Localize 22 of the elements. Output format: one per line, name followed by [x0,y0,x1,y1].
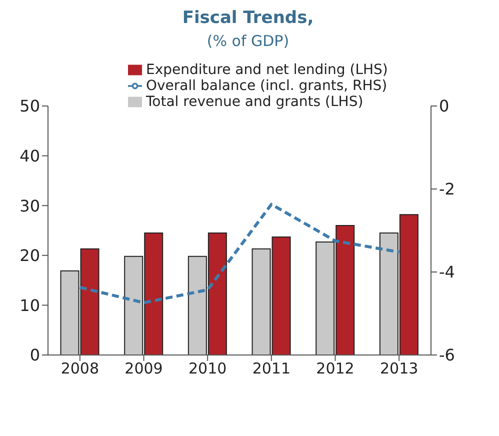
x-tick-label: 2013 [380,360,418,378]
x-tick-label: 2008 [60,360,100,378]
y-tick-label: 10 [20,296,40,315]
y-tick-label: 0 [30,346,40,365]
y-tick-label: 40 [20,146,40,166]
y2-tick-label: 0 [439,96,450,116]
x-tick-label: 2011 [252,360,291,378]
y2-tick-label: -6 [439,346,455,365]
chart-title: Fiscal Trends, [181,8,315,28]
line-series [78,202,401,304]
x-tick-label: 2009 [124,360,163,378]
y-tick-label: 30 [20,196,40,216]
y-tick-label: 20 [20,246,40,266]
y2-tick-label: -2 [439,180,455,199]
x-tick-label: 2012 [316,360,354,378]
legend-label: Expenditure and net lending (LHS) [146,62,388,78]
legend-label: Overall balance (incl. grants, RHS) [146,78,388,94]
legend-label: Total revenue and grants (LHS) [146,94,364,110]
x-tick-label: 2010 [188,360,227,378]
y-tick-label: 50 [20,96,40,116]
y2-tick-label: -4 [439,262,455,282]
chart-subtitle: (% of GDP) [206,32,290,50]
